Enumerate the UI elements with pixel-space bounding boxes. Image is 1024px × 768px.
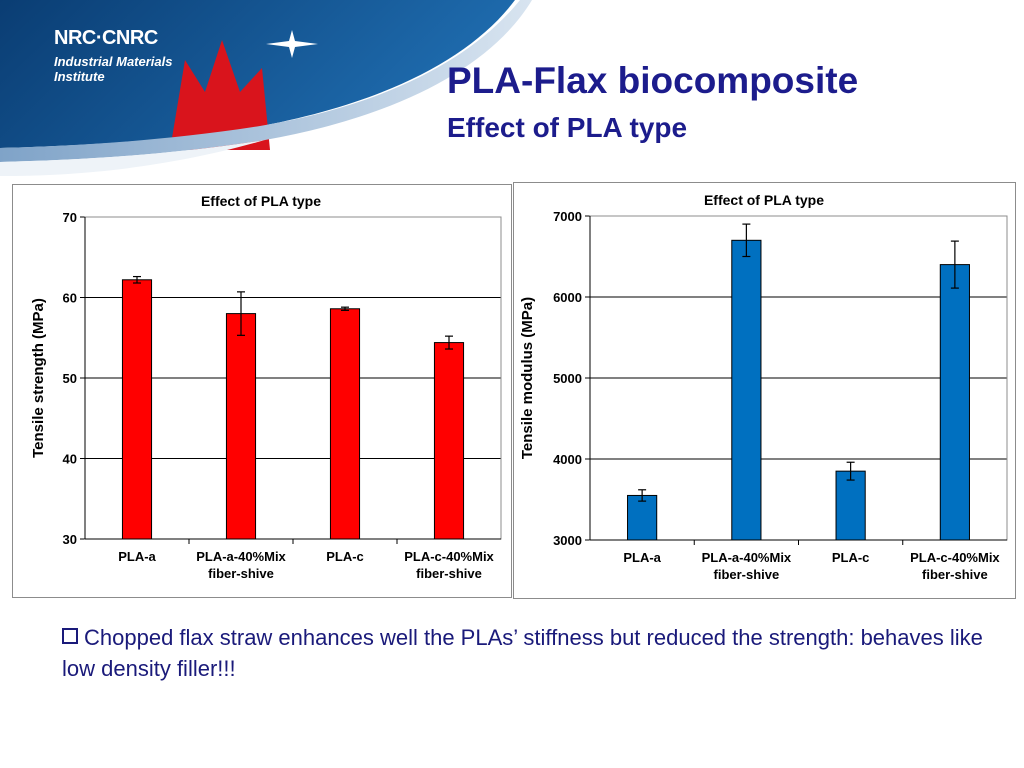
x-tick-label: PLA-a-40%Mix bbox=[196, 549, 286, 564]
y-tick-label: 50 bbox=[63, 371, 77, 386]
tensile-modulus-chart: Effect of PLA type 3000 4000 5000 6000 7000 Te… bbox=[513, 182, 1016, 599]
bar bbox=[835, 470, 866, 541]
x-tick-label: PLA-c bbox=[832, 550, 870, 565]
tensile-strength-chart: Effect of PLA type 30 40 50 60 70 Tensile stre… bbox=[12, 184, 512, 598]
chart-title: Effect of PLA type bbox=[704, 192, 824, 208]
x-tick-label: PLA-a-40%Mix bbox=[702, 550, 792, 565]
bar bbox=[939, 264, 970, 541]
y-tick-label: 6000 bbox=[553, 290, 582, 305]
slide-title: PLA-Flax biocomposite bbox=[447, 60, 859, 101]
conclusion-note: Chopped flax straw enhances well the PLA… bbox=[62, 622, 1002, 684]
x-tick-label: fiber-shive bbox=[416, 566, 482, 581]
y-tick-label: 5000 bbox=[553, 371, 582, 386]
header-banner bbox=[0, 0, 532, 176]
bar bbox=[731, 239, 762, 541]
x-tick-label: PLA-c-40%Mix bbox=[404, 549, 494, 564]
x-tick-label: PLA-a bbox=[623, 550, 661, 565]
y-tick-label: 3000 bbox=[553, 533, 582, 548]
maple-leaf-icon bbox=[170, 40, 270, 150]
x-tick-label: fiber-shive bbox=[922, 567, 988, 582]
conclusion-text: Chopped flax straw enhances well the PLA… bbox=[62, 625, 983, 681]
y-tick-label: 4000 bbox=[553, 452, 582, 467]
bar bbox=[329, 308, 361, 540]
star-sparkle-icon bbox=[266, 30, 318, 58]
y-axis-label: Tensile strength (MPa) bbox=[30, 298, 47, 458]
logo-subtitle-line1: Industrial Materials bbox=[54, 54, 173, 69]
tensile-strength-chart-svg: Effect of PLA type 30 40 50 60 70 Tensile stre… bbox=[30, 193, 502, 581]
checkbox-bullet-icon bbox=[62, 628, 78, 644]
chart-title: Effect of PLA type bbox=[201, 193, 321, 209]
y-axis-label: Tensile modulus (MPa) bbox=[519, 297, 536, 459]
y-tick-label: 7000 bbox=[553, 209, 582, 224]
bar bbox=[121, 279, 153, 540]
x-tick-label: PLA-c-40%Mix bbox=[910, 550, 1000, 565]
logo-subtitle-line2: Institute bbox=[54, 69, 105, 84]
bar bbox=[627, 494, 658, 541]
y-tick-label: 40 bbox=[63, 452, 77, 467]
bar bbox=[433, 342, 465, 540]
slide-subtitle: Effect of PLA type bbox=[447, 112, 688, 143]
x-tick-label: fiber-shive bbox=[714, 567, 780, 582]
logo-text: NRC·CNRC bbox=[54, 27, 158, 49]
y-tick-label: 60 bbox=[63, 291, 77, 306]
x-tick-label: fiber-shive bbox=[208, 566, 274, 581]
tensile-modulus-chart-svg: Effect of PLA type 3000 4000 5000 6000 7000 Te… bbox=[519, 192, 1008, 582]
bar bbox=[225, 313, 257, 540]
y-tick-label: 30 bbox=[63, 532, 77, 547]
x-tick-label: PLA-a bbox=[118, 549, 156, 564]
y-tick-label: 70 bbox=[63, 210, 77, 225]
x-tick-label: PLA-c bbox=[326, 549, 364, 564]
